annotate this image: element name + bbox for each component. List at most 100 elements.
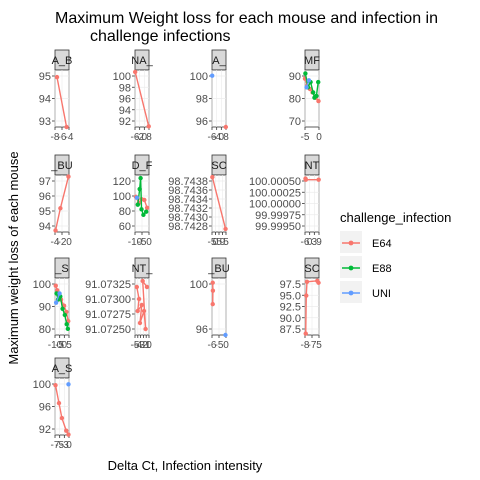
chart-title-line-1: Maximum Weight loss for each mouse and i… — [55, 10, 438, 27]
data-point-e64 — [53, 383, 58, 388]
y-tick-label: 98 — [119, 82, 131, 94]
x-tick-label: -6 — [208, 340, 217, 351]
x-tick-label: -7 — [308, 340, 317, 351]
y-tick-label: 100 — [190, 71, 208, 83]
y-tick-label: 91.07325 — [85, 279, 131, 291]
x-tick-label: -6 — [58, 132, 67, 143]
y-tick-label: 80 — [289, 94, 301, 106]
y-tick-label: 100 — [113, 71, 131, 83]
data-point-uni — [304, 85, 309, 90]
y-tick-label: 98 — [196, 94, 208, 106]
x-tick-label: 0 — [316, 132, 322, 143]
facet-strip-label: _S — [54, 263, 68, 275]
data-point-e88 — [54, 291, 59, 296]
y-tick-label: 91.07300 — [85, 294, 131, 306]
facet-strip-label: SC — [304, 263, 319, 275]
y-tick-label: 90.0 — [280, 313, 301, 325]
x-tick-label: -10 — [48, 340, 63, 351]
data-point-e64 — [53, 283, 58, 288]
legend-key-point — [348, 290, 354, 296]
y-tick-label: 98.7428 — [168, 221, 208, 233]
y-tick-label: 60 — [119, 221, 131, 233]
data-point-e88 — [314, 93, 319, 99]
y-tick-label: 100 — [113, 191, 131, 203]
y-tick-label: 98.7436 — [168, 185, 208, 197]
x-tick-label: 0 — [223, 340, 229, 351]
facet-strip-label: NT_ — [132, 263, 154, 275]
data-point-uni — [223, 332, 228, 338]
y-tick-label: 98.7434 — [168, 194, 208, 206]
data-point-uni — [306, 78, 312, 83]
y-tick-label: 93 — [39, 116, 51, 128]
data-point-e64 — [316, 98, 321, 104]
y-tick-label: 95 — [39, 71, 51, 83]
data-point-e64 — [210, 174, 215, 180]
x-tick-label: 3 — [312, 237, 318, 248]
y-tick-label: 100 — [33, 379, 51, 391]
x-tick-label: -10 — [128, 237, 143, 248]
x-tick-label: -4 — [212, 132, 221, 143]
data-point-uni — [209, 73, 215, 78]
data-point-e64 — [223, 124, 229, 130]
y-tick-label: 98.7438 — [168, 176, 208, 188]
data-point-e88 — [144, 209, 149, 214]
data-point-e64 — [304, 293, 309, 298]
x-tick-label: 5 — [223, 237, 229, 248]
data-point-e88 — [135, 202, 140, 207]
y-tick-label: 94 — [119, 105, 131, 117]
x-tick-label: -5 — [215, 340, 224, 351]
data-point-e64 — [132, 69, 138, 75]
x-tick-label: 9 — [316, 237, 322, 248]
x-tick-label: -3 — [60, 440, 69, 451]
x-tick-label: -5 — [131, 340, 140, 351]
legend-label-uni: UNI — [372, 288, 391, 300]
data-point-e64 — [134, 284, 140, 290]
legend-key-point — [348, 265, 354, 271]
y-tick-label: 99.99950 — [255, 221, 301, 233]
legend-key-point — [348, 240, 354, 246]
facet-panel: NT_91.07325 91.07300 91.07275 91.07250-5-4-… — [85, 257, 154, 351]
x-tick-label: 0 — [66, 440, 72, 451]
y-tick-label: 95 — [39, 206, 51, 218]
y-tick-label: 100.00050 — [249, 176, 301, 188]
series-line-e64 — [56, 76, 68, 128]
x-tick-label: -5 — [138, 237, 147, 248]
y-tick-label: 94 — [39, 221, 51, 233]
data-point-e64 — [303, 331, 308, 336]
data-point-e64 — [210, 288, 216, 293]
data-point-e64 — [53, 228, 58, 233]
data-point-e88 — [138, 175, 143, 181]
x-tick-label: 0 — [307, 237, 313, 248]
y-tick-label: 100.00000 — [249, 199, 301, 211]
data-point-e88 — [64, 322, 69, 327]
legend: challenge_infection E64 E88 UNI — [340, 210, 451, 303]
y-tick-label: 100 — [33, 279, 51, 291]
facet-strip-label: A_B — [52, 55, 73, 67]
series-line-e64 — [211, 176, 227, 230]
x-tick-label: 9 — [220, 237, 226, 248]
y-tick-label: 100.00025 — [249, 187, 301, 199]
x-tick-label: -4 — [65, 132, 74, 143]
data-point-e88 — [65, 326, 71, 332]
facet-strip-label: NT — [305, 160, 320, 172]
x-tick-label: 0 — [146, 340, 152, 351]
x-tick-label: -6 — [301, 237, 310, 248]
x-tick-label: -4 — [51, 237, 60, 248]
x-tick-label: 8 — [146, 132, 152, 143]
x-tick-label: -3 — [136, 340, 145, 351]
data-point-e64 — [135, 308, 140, 314]
x-tick-label: 0 — [66, 237, 72, 248]
data-point-uni — [134, 195, 140, 200]
x-tick-label: -2 — [139, 340, 148, 351]
y-tick-label: 96 — [39, 402, 51, 414]
facet-strip-label: _BU — [207, 263, 229, 275]
x-tick-label: -5 — [208, 237, 217, 248]
data-point-e64 — [143, 326, 148, 332]
data-point-e88 — [303, 71, 308, 76]
x-tick-label: 8 — [223, 132, 229, 143]
x-tick-label: 5 — [316, 340, 322, 351]
facet-strip-label: SC — [211, 160, 226, 172]
